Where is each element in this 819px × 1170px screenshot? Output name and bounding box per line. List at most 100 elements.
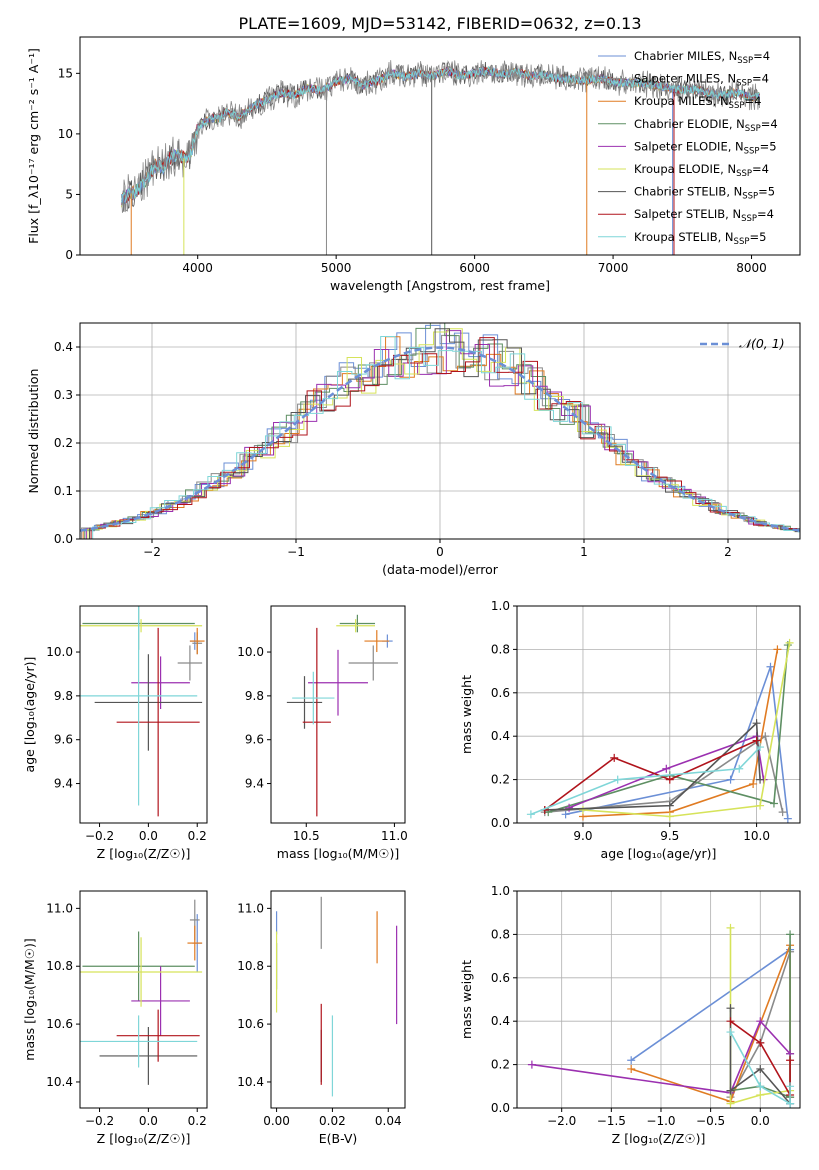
tick-label-y: 0.0 <box>491 816 510 830</box>
legend-label: 𝒩(0, 1) <box>739 336 785 351</box>
plus-marker <box>752 736 761 745</box>
tick-label-x: 1 <box>580 545 588 559</box>
plus-marker <box>665 801 674 810</box>
plus-marker <box>783 814 792 823</box>
plus-marker <box>786 1099 795 1108</box>
tick-label-x: 0.2 <box>188 1114 207 1128</box>
tick-label-y: 1.0 <box>491 884 510 898</box>
errorbar-point <box>82 931 195 1001</box>
tick-label-y: 0.2 <box>491 773 510 787</box>
tick-label-x: 0.2 <box>188 829 207 843</box>
axis-label-x: Z [log₁₀(Z/Z☉)] <box>612 1131 706 1146</box>
spectrum-line <box>121 66 760 204</box>
weight-line <box>730 1020 791 1098</box>
plus-marker <box>749 779 758 788</box>
legend-subscript: SSP <box>745 124 761 134</box>
legend-subscript: SSP <box>744 146 760 156</box>
tick-label-x: −1 <box>287 545 305 559</box>
histogram-3 <box>84 323 800 539</box>
weight-line <box>544 739 757 811</box>
tick-label-x: 7000 <box>598 261 629 275</box>
legend-subscript: SSP <box>729 101 745 111</box>
tick-label-y: 0 <box>65 248 73 262</box>
plus-marker <box>756 1064 765 1073</box>
tick-label-y: 9.8 <box>245 689 264 703</box>
panel-mass_vs_ebv: 0.00 0.02 0.04 10.4 10.6 10.8 11.0 E(B-V) <box>237 890 406 1146</box>
axis-label-x: mass [log₁₀(M/M☉)] <box>277 846 399 861</box>
errorbar-point <box>364 630 390 653</box>
weight-line <box>548 644 789 813</box>
tick-label-y: 0.0 <box>54 532 73 546</box>
axes-frame <box>79 605 208 824</box>
errorbar-point <box>80 1015 198 1068</box>
tick-label-x: 0.00 <box>263 1114 290 1128</box>
axis-label-y: mass weight <box>459 960 474 1039</box>
tick-label-x: 8000 <box>736 261 767 275</box>
plot-area-mass_vs_Z <box>80 899 203 1085</box>
tick-label-y: 10.0 <box>237 645 264 659</box>
legend-label: Salpeter STELIB, NSSP=4 <box>634 207 774 224</box>
tick-label-y: 0.4 <box>491 729 510 743</box>
plus-marker <box>526 810 535 819</box>
tick-label-x: 5000 <box>321 261 352 275</box>
legend-nssp: =4 <box>744 94 761 108</box>
tick-label-y: 15 <box>58 66 73 80</box>
tick-label-x: 0.02 <box>319 1114 346 1128</box>
tick-label-x: 0.04 <box>375 1114 402 1128</box>
histogram-5 <box>87 328 800 539</box>
legend-nssp: =4 <box>752 162 769 176</box>
plus-marker <box>786 930 795 939</box>
plus-marker <box>783 641 792 650</box>
errorbar-point <box>339 614 376 633</box>
plus-marker <box>785 638 794 647</box>
tick-label-y: 9.4 <box>245 777 264 791</box>
legend-nssp: =5 <box>749 230 766 244</box>
plus-marker <box>627 1064 636 1073</box>
errorbar-point <box>116 1009 200 1062</box>
plus-marker <box>756 1038 765 1047</box>
plus-marker <box>735 764 744 773</box>
errorbar-point <box>94 654 203 751</box>
plus-marker <box>766 662 775 671</box>
tick-label-y: 10 <box>58 127 73 141</box>
legend-subscript: SSP <box>742 192 758 202</box>
plus-marker <box>756 1017 765 1026</box>
plus-marker <box>627 1056 636 1065</box>
tick-label-y: 9.6 <box>54 733 73 747</box>
plus-marker <box>610 753 619 762</box>
weight-line <box>530 746 761 816</box>
plus-marker <box>561 810 570 819</box>
plus-marker <box>726 1017 735 1026</box>
plus-marker <box>665 812 674 821</box>
axis-label-x: E(B-V) <box>319 1131 358 1146</box>
plus-marker <box>726 1086 735 1095</box>
tick-label-x: 10.0 <box>743 829 770 843</box>
legend-label: Salpeter ELODIE, NSSP=5 <box>634 139 777 156</box>
plus-marker <box>527 1060 536 1069</box>
histogram-7 <box>90 337 800 539</box>
panel-residuals: 𝒩(0, 1) −2 −1 0 1 2 0.0 0.1 0.2 0.3 0.4 (data-model… <box>26 322 801 577</box>
plot-area-weight_vs_Z <box>527 923 795 1108</box>
histogram-4 <box>85 330 800 539</box>
tick-label-x: 0.0 <box>139 1114 158 1128</box>
tick-label-y: 0.1 <box>54 484 73 498</box>
legend-nssp: =4 <box>757 207 774 221</box>
tick-label-y: 0.2 <box>54 436 73 450</box>
axis-label-x: Z [log₁₀(Z/Z☉)] <box>97 846 191 861</box>
legend-subscript: SSP <box>741 214 757 224</box>
tick-label-y: 10.8 <box>46 959 73 973</box>
spectrum-line <box>121 65 760 203</box>
errorbar-point <box>131 656 190 710</box>
plus-marker <box>756 801 765 810</box>
histogram-1 <box>81 334 800 539</box>
legend-label: Kroupa ELODIE, NSSP=4 <box>634 162 769 179</box>
panel-spectrum: Chabrier MILES, NSSP=4 Salpeter MILES, NS… <box>26 36 801 293</box>
plus-marker <box>726 775 735 784</box>
weight-line <box>531 1019 791 1094</box>
panel-age_vs_mass: 10.5 11.0 9.4 9.6 9.8 10.0 mass [log₁₀(M/M☉)] <box>237 605 408 861</box>
axis-label-y: Normed distribution <box>26 369 41 494</box>
axis-label-x: wavelength [Angstrom, rest frame] <box>330 278 550 293</box>
histogram-8 <box>92 335 800 539</box>
plus-marker <box>726 1099 735 1108</box>
tick-label-y: 1.0 <box>491 599 510 613</box>
